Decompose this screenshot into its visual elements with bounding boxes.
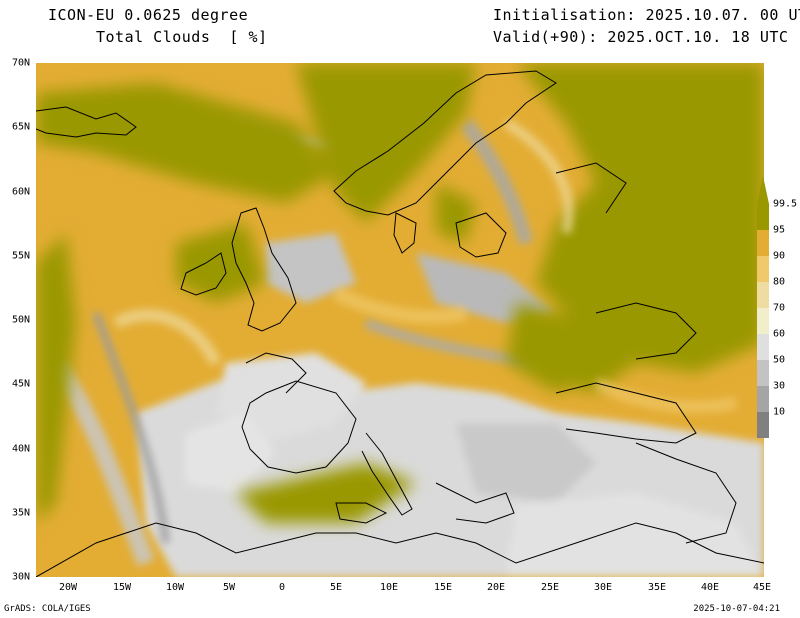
colorbar-swatch: [757, 386, 769, 412]
colorbar-arrow: [757, 176, 769, 204]
lat-label: 30N: [11, 571, 30, 583]
lat-label: 35N: [11, 507, 30, 519]
colorbar-level-label: 50: [773, 354, 786, 366]
lon-label: 40E: [700, 582, 720, 593]
lon-label: 15W: [112, 582, 132, 593]
lat-label: 50N: [11, 314, 30, 326]
high-cloud-swirls: [113, 118, 738, 413]
colorbar-swatch: [757, 256, 769, 282]
colorbar-swatch: [757, 204, 769, 230]
lon-label: 25E: [540, 582, 560, 593]
clear-sky-areas: [136, 233, 764, 577]
initialisation-time: Initialisation: 2025.10.07. 00 UTC: [493, 6, 800, 24]
colorbar-level-label: 90: [773, 250, 786, 262]
colorbar-swatch: [757, 282, 769, 308]
colorbar-level-label: 60: [773, 328, 786, 340]
lat-label: 60N: [11, 186, 30, 198]
lat-label: 65N: [11, 121, 30, 133]
lat-label: 45N: [11, 378, 30, 390]
lat-label: 70N: [11, 57, 30, 69]
lat-label: 55N: [11, 250, 30, 262]
colorbar-level-label: 10: [773, 406, 786, 418]
lon-label: 45E: [752, 582, 772, 593]
lon-label: 20E: [486, 582, 506, 593]
colorbar-level-label: 80: [773, 276, 786, 288]
colorbar-swatch: [757, 230, 769, 256]
cloud-map: [36, 63, 764, 577]
colorbar-swatch: [757, 412, 769, 438]
lon-label: 5E: [329, 582, 343, 593]
colorbar-level-label: 70: [773, 302, 786, 314]
cloud-map-canvas: [36, 63, 764, 577]
lon-label: 10E: [379, 582, 399, 593]
colorbar: [757, 176, 769, 438]
overcast-areas: [36, 63, 764, 523]
lon-label: 10W: [165, 582, 185, 593]
lat-label: 40N: [11, 443, 30, 455]
colorbar-swatch: [757, 360, 769, 386]
lon-label: 30E: [593, 582, 613, 593]
colorbar-level-label: 30: [773, 380, 786, 392]
colorbar-swatch: [757, 334, 769, 360]
map-title: ICON-EU 0.0625 degree: [48, 6, 249, 24]
grads-credit: GrADS: COLA/IGES: [4, 604, 91, 614]
lon-label: 15E: [433, 582, 453, 593]
colorbar-level-label: 99.5: [773, 198, 798, 210]
lon-label: 20W: [58, 582, 78, 593]
lon-label: 0: [278, 582, 286, 593]
generation-timestamp: 2025-10-07-04:21: [693, 604, 780, 614]
lon-label: 5W: [222, 582, 236, 593]
map-subtitle: Total Clouds [ %]: [96, 28, 268, 46]
coastlines: [36, 70, 764, 577]
lon-label: 35E: [647, 582, 667, 593]
valid-time: Valid(+90): 2025.OCT.10. 18 UTC: [493, 28, 789, 46]
colorbar-level-label: 95: [773, 224, 786, 236]
colorbar-swatch: [757, 308, 769, 334]
